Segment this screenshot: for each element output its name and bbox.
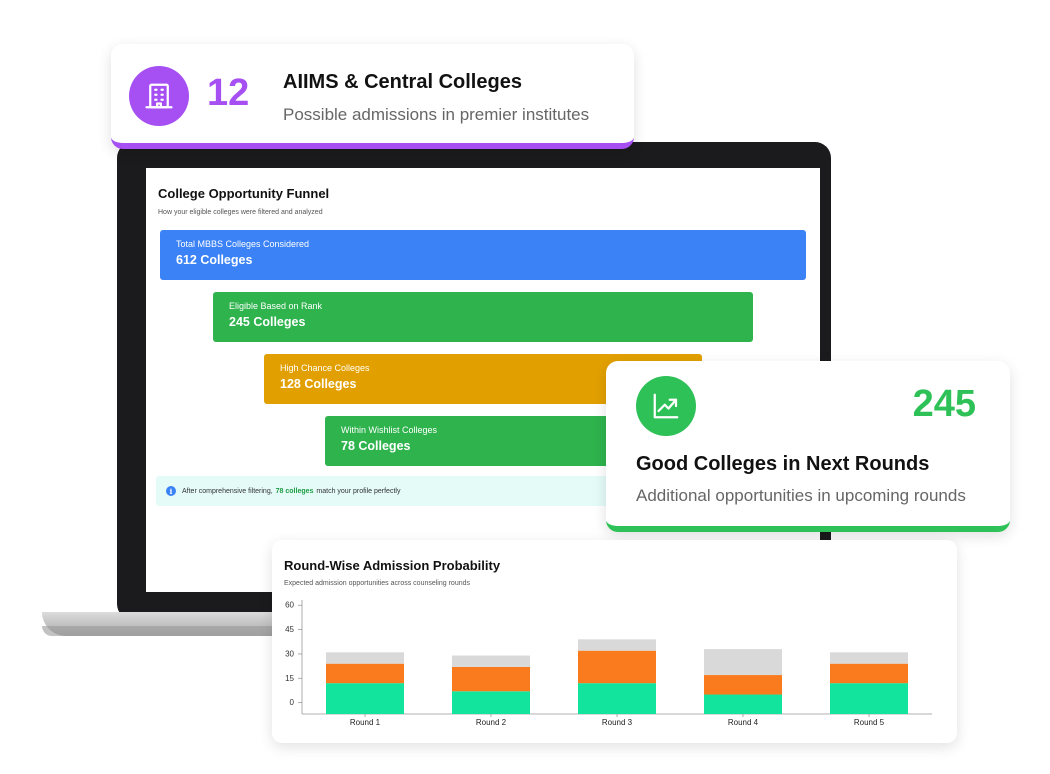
info-highlight: 78 colleges	[275, 487, 314, 495]
funnel-stage-label: Total MBBS Colleges Considered	[176, 239, 310, 249]
building-icon	[129, 66, 189, 126]
bar-segment	[452, 691, 530, 714]
bar-segment	[452, 655, 530, 667]
funnel-stage-wishlist: Within Wishlist Colleges 78 Colleges	[325, 416, 641, 466]
x-tick-label: Round 2	[476, 718, 507, 727]
bar-segment	[452, 666, 530, 692]
funnel-title: College Opportunity Funnel	[158, 186, 330, 201]
bar-segment	[326, 663, 404, 684]
bar-segment	[830, 652, 908, 664]
bar-segment	[326, 683, 404, 714]
y-tick-label: 30	[285, 649, 294, 658]
y-tick-label: 0	[290, 698, 295, 707]
funnel-stage-label: Eligible Based on Rank	[229, 301, 323, 311]
funnel-stage-total: Total MBBS Colleges Considered 612 Colle…	[160, 230, 806, 280]
funnel-stage-value: 612 Colleges	[176, 253, 253, 267]
bar-segment	[578, 639, 656, 651]
aiims-card-title: AIIMS & Central Colleges	[283, 71, 522, 93]
funnel-subtitle: How your eligible colleges were filtered…	[158, 209, 323, 216]
round-probability-chart: 0 15 30 45 60 Round 1 Round 2 Round 3 Round 4 Rou…	[285, 600, 932, 727]
bar-segment	[326, 652, 404, 664]
x-tick-label: Round 3	[602, 718, 633, 727]
next-rounds-count: 245	[912, 383, 976, 425]
bar-segment	[830, 663, 908, 684]
chart-subtitle: Expected admission opportunities across …	[284, 580, 470, 587]
bar-segment	[830, 683, 908, 714]
y-tick-label: 60	[285, 601, 294, 610]
bar-segment	[578, 683, 656, 714]
y-tick-label: 15	[285, 674, 294, 683]
bar-segment	[704, 694, 782, 714]
y-tick-label: 45	[285, 625, 294, 634]
next-rounds-stat-card: 245 Good Colleges in Next Rounds Additio…	[606, 361, 1010, 532]
bar-segment	[704, 675, 782, 695]
trending-up-icon	[636, 376, 696, 436]
x-tick-label: Round 1	[350, 718, 381, 727]
funnel-stage-value: 78 Colleges	[341, 439, 411, 453]
next-rounds-title: Good Colleges in Next Rounds	[636, 453, 930, 475]
aiims-stat-card: 12 AIIMS & Central Colleges Possible adm…	[111, 44, 634, 149]
next-rounds-subtitle: Additional opportunities in upcoming rou…	[636, 486, 966, 505]
bar-segment	[578, 650, 656, 684]
x-tick-label: Round 5	[854, 718, 885, 727]
laptop-base-shadow	[42, 626, 462, 636]
funnel-stage-label: Within Wishlist Colleges	[341, 425, 438, 435]
funnel-info-bar: i After comprehensive filtering, 78 coll…	[156, 476, 656, 506]
round-probability-card: Round-Wise Admission Probability Expecte…	[272, 540, 957, 743]
chart-title: Round-Wise Admission Probability	[284, 558, 501, 573]
funnel-stage-value: 245 Colleges	[229, 315, 306, 329]
info-icon: i	[166, 486, 176, 496]
info-suffix: match your profile perfectly	[316, 487, 401, 495]
aiims-count: 12	[207, 72, 250, 114]
funnel-stage-label: High Chance Colleges	[280, 363, 370, 373]
info-prefix: After comprehensive filtering,	[182, 487, 273, 495]
aiims-card-subtitle: Possible admissions in premier institute…	[283, 105, 590, 124]
funnel-stage-value: 128 Colleges	[280, 377, 357, 391]
funnel-stage-eligible: Eligible Based on Rank 245 Colleges	[213, 292, 753, 342]
bar-segment	[704, 649, 782, 676]
x-tick-label: Round 4	[728, 718, 759, 727]
